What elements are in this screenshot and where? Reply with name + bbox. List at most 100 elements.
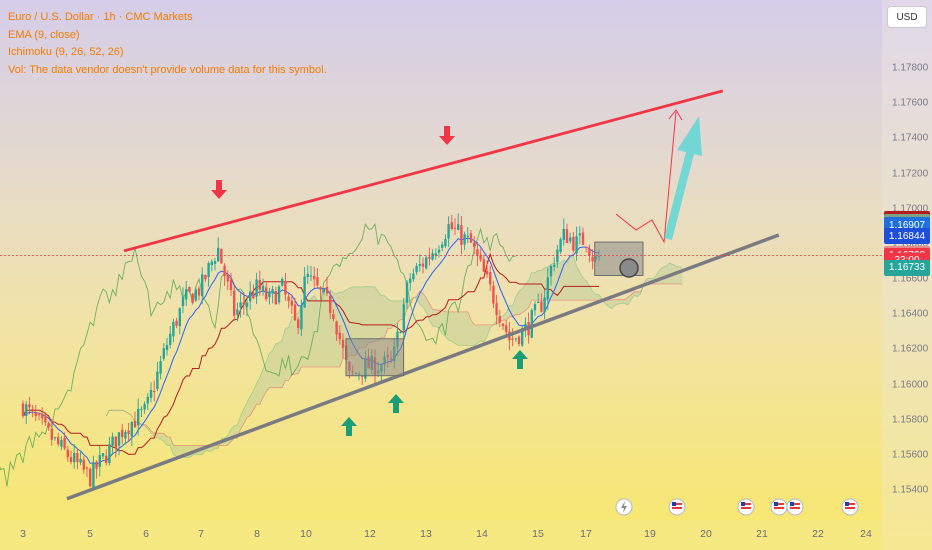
candle-body [79,458,82,463]
candle-body [95,461,98,469]
candle-body [252,292,255,299]
price-tick: 1.17800 [892,62,929,74]
legend-title[interactable]: Euro / U.S. Dollar · 1h · CMC Markets [8,11,193,23]
candle-body [402,304,405,331]
candle-body [329,295,332,314]
candle-body [533,304,537,311]
candle-body [277,286,281,303]
candle-body [133,421,137,428]
candle-body [562,228,565,241]
candle-body [98,455,101,467]
candle-body [341,339,345,348]
legend-ema[interactable]: EMA (9, close) [8,28,80,41]
price-axis[interactable]: USD 1.17800 1.17600 1.17400 1.17200 1.17000 1… [882,0,932,550]
candle-body [412,273,415,280]
time-tick: 7 [198,528,204,540]
candle-body [255,279,258,297]
candle-body [546,277,549,300]
candle-body [319,287,322,290]
candle-body [335,321,338,335]
chart-area[interactable] [0,0,882,520]
candle-body [207,263,210,277]
candle-body [85,467,89,469]
candle-body [521,328,524,346]
candle-body [229,279,233,291]
candle-body [306,273,309,278]
candle-body [140,408,143,410]
candle-body [316,277,319,286]
candle-body [114,436,117,448]
currency-button[interactable]: USD [887,6,927,28]
candle-body [450,222,453,230]
candle-body [236,309,239,315]
flag-canton [790,502,794,506]
candle-body [201,274,204,296]
price-tick: 1.17000 [892,203,929,215]
candle-body [447,224,450,239]
time-axis[interactable]: 3 5 6 7 8 10 12 13 14 15 17 19 20 21 22 24 [0,520,882,550]
candle-body [428,256,431,259]
chart-svg[interactable] [0,0,882,520]
candle-body [53,437,57,439]
flag-canton [845,502,849,506]
candle-body [578,233,581,236]
projection-path [615,111,677,244]
projection-arrowhead [668,109,683,121]
flag-canton [774,502,778,506]
candle-body [498,316,501,323]
support-trendline [66,233,780,501]
candle-body [175,320,178,326]
candle-body [431,253,434,260]
candle-body [191,293,194,303]
price-tick: 1.17200 [892,168,929,179]
candle-body [482,259,485,272]
buy-arrow [388,394,404,413]
time-tick: 6 [143,528,149,540]
candle-body [124,431,127,439]
candles [21,213,601,490]
candle-body [82,459,85,470]
flag-stripe [774,507,784,509]
candle-body [553,264,556,267]
price-tick: 1.16400 [892,308,929,320]
candle-body [162,348,165,359]
candle-body [146,396,149,404]
legend-ichimoku[interactable]: Ichimoku (9, 26, 52, 26) [8,46,124,58]
time-tick: 3 [20,528,26,540]
candle-body [149,389,153,398]
candle-body [441,244,444,248]
flag-canton [672,502,676,506]
candle-body [434,253,437,256]
candle-body [223,265,226,277]
flag-canton [741,502,745,506]
candle-body [287,296,290,302]
candle-body [418,264,421,266]
candle-body [217,247,220,262]
candle-body [69,457,73,462]
candle-body [425,257,428,269]
candle-body [575,236,578,254]
candle-body [549,266,553,277]
candle-body [204,274,207,280]
price-tick: 1.15600 [892,449,929,461]
candle-body [220,248,223,264]
candle-body [92,462,95,488]
ichimoku-cloud-fill [106,256,683,458]
price-tag: 1.16844 [884,228,930,245]
candle-body [265,287,268,300]
candle-body [581,232,585,245]
candle-body [130,422,133,437]
price-tick: 1.15800 [892,414,929,426]
span-a-line [105,256,683,458]
candle-body [34,412,37,416]
candle-body [105,455,108,463]
chikou-line [0,222,516,487]
candle-body [258,279,261,290]
time-tick: 24 [860,528,872,540]
candle-body [511,338,514,340]
candle-body [44,416,47,423]
candle-body [501,323,505,327]
candle-body [565,229,569,243]
candle-body [31,408,34,410]
time-tick: 5 [87,528,93,540]
